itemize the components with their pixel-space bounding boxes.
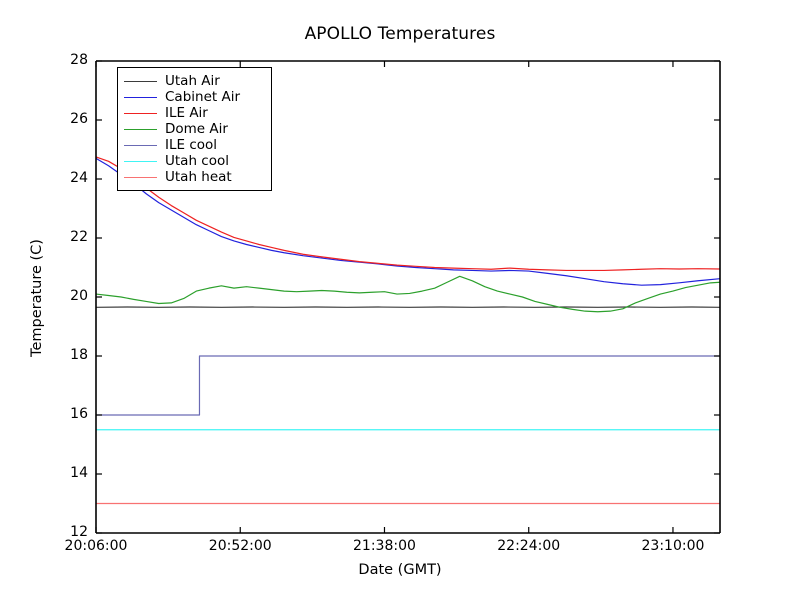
legend-item-dome-air: Dome Air — [124, 121, 264, 137]
y-tick-label: 26 — [70, 111, 88, 127]
y-tick-label: 16 — [70, 406, 88, 422]
legend-item-label: ILE Air — [165, 105, 208, 121]
x-tick-label: 21:38:00 — [353, 538, 416, 554]
legend-item-label: Utah heat — [165, 169, 232, 185]
legend-swatch-icon — [124, 144, 157, 146]
x-tick-label: 23:10:00 — [641, 538, 705, 554]
legend-item-label: Utah cool — [165, 153, 229, 169]
legend: Utah Air Cabinet Air ILE Air Dome Air ILE co… — [117, 67, 272, 191]
legend-item-label: ILE cool — [165, 137, 218, 153]
series-line-ile-cool — [96, 355, 720, 416]
x-tick-label: 22:24:00 — [497, 538, 561, 554]
legend-item-label: Cabinet Air — [165, 89, 241, 105]
y-tick-label: 28 — [70, 52, 88, 68]
x-axis-label: Date (GMT) — [358, 562, 442, 578]
series-line-dome-air — [95, 275, 721, 313]
legend-item-ile-air: ILE Air — [124, 105, 264, 121]
legend-item-ile-cool: ILE cool — [124, 137, 264, 153]
legend-item-label: Dome Air — [165, 121, 228, 137]
y-tick-label: 12 — [70, 524, 88, 540]
legend-swatch-icon — [124, 128, 157, 130]
y-tick-label: 18 — [70, 347, 88, 363]
legend-item-utah-cool: Utah cool — [124, 153, 264, 169]
legend-item-label: Utah Air — [165, 73, 220, 89]
x-tick-label: 20:06:00 — [64, 538, 128, 554]
y-tick-label: 14 — [70, 465, 88, 481]
series-line-ile-air — [95, 156, 721, 272]
y-axis-label: Temperature (C) — [29, 239, 45, 357]
axes-layer — [95, 60, 721, 534]
legend-swatch-icon — [124, 96, 157, 98]
legend-swatch-icon — [124, 176, 157, 178]
chart-title: APOLLO Temperatures — [304, 24, 496, 44]
legend-item-utah-air: Utah Air — [124, 73, 264, 89]
legend-item-cabinet-air: Cabinet Air — [124, 89, 264, 105]
x-tick-label: 20:52:00 — [208, 538, 272, 554]
legend-swatch-icon — [124, 80, 157, 82]
series-layer — [95, 156, 721, 505]
legend-swatch-icon — [124, 160, 157, 162]
y-tick-label: 22 — [70, 229, 88, 245]
legend-swatch-icon — [124, 112, 157, 114]
legend-item-utah-heat: Utah heat — [124, 169, 264, 185]
y-tick-label: 20 — [70, 288, 88, 304]
y-tick-label: 24 — [70, 170, 88, 186]
